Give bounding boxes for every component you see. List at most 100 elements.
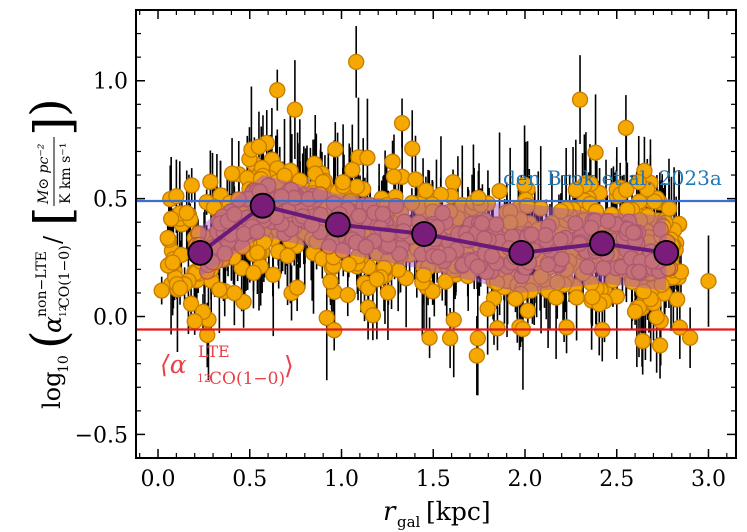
scatter-point bbox=[368, 271, 386, 288]
midrange-point bbox=[374, 205, 391, 223]
y-axis-label-alpha-sup: non−LTE bbox=[34, 251, 50, 317]
midrange-point bbox=[434, 204, 451, 222]
binned-median-marker bbox=[187, 239, 214, 266]
midrange-point bbox=[595, 260, 612, 277]
x-tick-label: 0.5 bbox=[232, 467, 267, 492]
scatter-point bbox=[660, 200, 678, 217]
scatter-point bbox=[587, 144, 604, 161]
midrange-point bbox=[599, 212, 617, 230]
midrange-point bbox=[523, 226, 540, 243]
midrange-point bbox=[230, 191, 247, 208]
scatter-point bbox=[384, 153, 401, 170]
x-tick-label: 1.5 bbox=[416, 467, 451, 492]
scatter-point bbox=[164, 254, 181, 271]
y-axis-label-log: log bbox=[38, 372, 66, 410]
scatter-point bbox=[163, 210, 180, 227]
y-axis-label-slash: / bbox=[39, 235, 67, 244]
lte-annotation-alpha: ⟨α bbox=[160, 350, 187, 379]
midrange-point bbox=[357, 238, 375, 256]
x-tick-label: 2.0 bbox=[507, 467, 542, 492]
y-tick-label: 1.0 bbox=[93, 70, 128, 95]
scatter-point bbox=[339, 286, 356, 304]
scatter-point bbox=[421, 329, 438, 346]
scatter-point bbox=[681, 329, 699, 346]
binned-median-marker bbox=[589, 230, 615, 257]
y-axis-label-lbracket: [ bbox=[24, 206, 82, 226]
y-tick-label: 0.0 bbox=[93, 306, 128, 331]
scatter-point bbox=[202, 173, 219, 190]
scatter-point bbox=[199, 326, 216, 344]
binned-median-markers bbox=[187, 192, 680, 266]
binned-median-marker bbox=[249, 192, 276, 219]
scatter-point bbox=[669, 291, 686, 308]
scatter-point bbox=[651, 337, 669, 354]
midrange-point bbox=[567, 215, 584, 232]
scatter-point bbox=[348, 178, 365, 195]
plot-area bbox=[136, 26, 736, 396]
y-axis-label-unit-num: M⊙ pc⁻² bbox=[36, 143, 52, 205]
scatter-point bbox=[415, 266, 433, 284]
scatter-point bbox=[444, 174, 462, 191]
y-axis-label-rparen: ) bbox=[21, 98, 77, 117]
binned-median-marker bbox=[653, 239, 680, 266]
scatter-point bbox=[276, 167, 293, 184]
scatter-point bbox=[269, 82, 286, 99]
scatter-point bbox=[359, 149, 376, 166]
scatter-point bbox=[182, 295, 200, 312]
scatter-point bbox=[318, 309, 335, 327]
scatter-point bbox=[468, 347, 485, 364]
scatter-point bbox=[469, 330, 486, 347]
x-tick-label: 1.0 bbox=[324, 467, 359, 492]
scatter-point bbox=[648, 309, 665, 326]
midrange-point bbox=[387, 197, 405, 215]
scatter-point bbox=[404, 140, 421, 157]
plot-frame bbox=[135, 9, 737, 459]
x-axis-ticks: 0.0 0.5 1.0 1.5 2.0 2.5 3.0 bbox=[139, 10, 728, 492]
midrange-point bbox=[216, 245, 233, 262]
scatter-point bbox=[159, 229, 176, 247]
scatter-point bbox=[344, 161, 361, 178]
scatter-point bbox=[558, 319, 575, 336]
scatter-point bbox=[671, 319, 688, 336]
scatter-point bbox=[223, 165, 241, 182]
scatter-point bbox=[289, 279, 306, 296]
y-axis-label-rbracket: ] bbox=[24, 116, 82, 136]
scatter-point bbox=[700, 273, 717, 290]
x-axis-label-unit: [kpc] bbox=[426, 497, 491, 526]
midrange-point bbox=[320, 238, 338, 255]
midrange-point bbox=[539, 256, 557, 273]
scatter-point bbox=[479, 300, 496, 317]
scatter-point bbox=[617, 119, 635, 137]
y-axis-label-alpha-sub2: CO(1−0) bbox=[57, 245, 73, 308]
y-axis-label-alpha: α bbox=[38, 316, 67, 333]
y-tick-label: −0.5 bbox=[75, 423, 128, 448]
scatter-point bbox=[211, 281, 228, 298]
scatter-point bbox=[547, 289, 565, 306]
scatter-point bbox=[279, 247, 296, 265]
scatter-point bbox=[183, 177, 200, 194]
midrange-point bbox=[579, 258, 596, 276]
scatter-point bbox=[552, 202, 570, 220]
scatter-point bbox=[226, 284, 243, 302]
scatter-point bbox=[635, 283, 652, 300]
midrange-point bbox=[226, 206, 243, 223]
y-axis-label-alpha-sub: 12 bbox=[59, 306, 69, 317]
scatter-point bbox=[385, 168, 403, 185]
midrange-point bbox=[430, 248, 447, 266]
scatter-point bbox=[519, 302, 536, 319]
scatter-point bbox=[491, 182, 508, 200]
scatter-point bbox=[153, 282, 170, 299]
y-axis-label-unit-den: K km s⁻¹ bbox=[58, 143, 74, 204]
scatter-point bbox=[327, 141, 344, 158]
midrange-point bbox=[652, 221, 669, 238]
scatter-point bbox=[286, 101, 304, 118]
scatter-point bbox=[171, 280, 189, 297]
scatter-point bbox=[417, 182, 435, 199]
y-axis-label-log-sub: 10 bbox=[56, 355, 72, 373]
midrange-point bbox=[350, 207, 368, 225]
lte-annotation-sub-b: CO(1−0) bbox=[209, 369, 285, 389]
lte-annotation-sub-a: 12 bbox=[197, 372, 211, 385]
scatter-point bbox=[549, 274, 566, 291]
x-axis-label-sub: gal bbox=[397, 513, 421, 531]
